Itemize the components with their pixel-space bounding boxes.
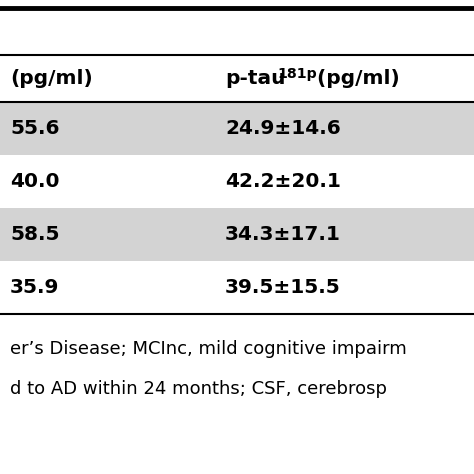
Bar [0, 208, 474, 261]
Text: 40.0: 40.0 [10, 172, 60, 191]
Text: er’s Disease; MCInc, mild cognitive impairm: er’s Disease; MCInc, mild cognitive impa… [10, 340, 407, 358]
Text: (pg/ml): (pg/ml) [310, 69, 400, 88]
Text: 58.5: 58.5 [10, 225, 60, 244]
Text: 181p: 181p [277, 66, 317, 81]
Text: 39.5±15.5: 39.5±15.5 [225, 278, 341, 297]
Text: 42.2±20.1: 42.2±20.1 [225, 172, 341, 191]
Text: 24.9±14.6: 24.9±14.6 [225, 119, 341, 138]
Text: 35.9: 35.9 [10, 278, 59, 297]
Bar [0, 102, 474, 155]
Text: 34.3±17.1: 34.3±17.1 [225, 225, 341, 244]
Text: (pg/ml): (pg/ml) [10, 69, 93, 88]
Text: 55.6: 55.6 [10, 119, 60, 138]
Text: p-tau: p-tau [225, 69, 285, 88]
Text: d to AD within 24 months; CSF, cerebrosp: d to AD within 24 months; CSF, cerebrosp [10, 380, 387, 398]
